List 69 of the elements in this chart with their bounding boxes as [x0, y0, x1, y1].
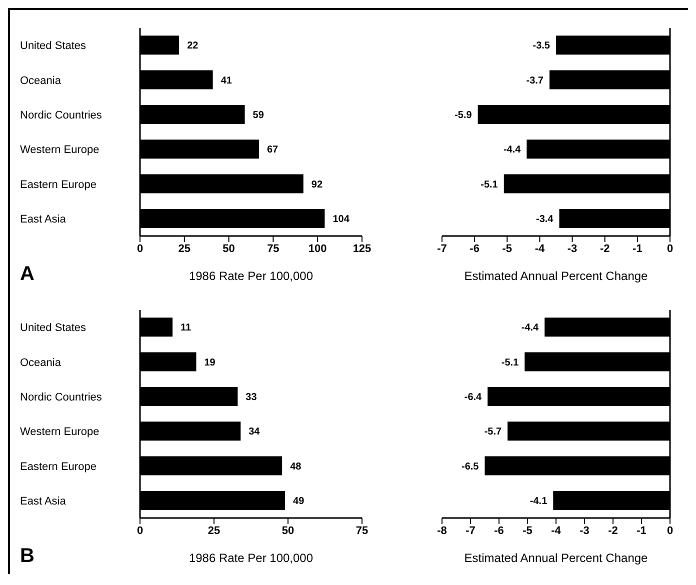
x-tick-label: -5	[522, 524, 532, 537]
y-tick-label: East Asia	[20, 214, 67, 226]
y-tick-label: Eastern Europe	[20, 460, 96, 473]
data-label: -6.4	[464, 392, 482, 403]
y-tick-label: United States	[20, 322, 87, 334]
x-tick-label: 75	[267, 242, 280, 255]
x-tick-label: 0	[136, 524, 144, 537]
x-tick-label: -2	[600, 242, 610, 255]
data-label: -4.1	[530, 496, 548, 507]
x-axis-title: Estimated Annual Percent Change	[464, 269, 648, 283]
y-tick-label: Oceania	[20, 356, 62, 369]
x-tick-label: -1	[632, 242, 642, 255]
x-axis-title: 1986 Rate Per 100,000	[188, 269, 314, 283]
y-tick-label: Oceania	[20, 74, 62, 87]
data-label: -4.4	[503, 144, 522, 156]
x-axis-title: 1986 Rate Per 100,000	[188, 551, 314, 565]
data-label: 19	[204, 357, 216, 368]
x-tick-label: -4	[534, 242, 546, 255]
panel-letter: A	[20, 263, 34, 286]
data-label: 59	[252, 110, 264, 121]
data-label: -3.7	[526, 75, 544, 86]
y-tick-label: Western Europe	[20, 426, 100, 438]
data-label: 22	[187, 40, 199, 52]
x-tick-label: 100	[308, 242, 327, 255]
data-label: 92	[311, 179, 323, 190]
x-tick-label: -7	[466, 524, 476, 537]
x-axis-title: Estimated Annual Percent Change	[464, 551, 648, 565]
x-tick-label: -3	[567, 242, 578, 255]
x-tick-label: 25	[208, 524, 220, 537]
x-tick-label: 0	[136, 242, 144, 255]
data-label: 41	[220, 75, 232, 86]
data-label: 67	[266, 144, 279, 156]
data-label: -5.7	[484, 426, 502, 438]
x-tick-label: -5	[502, 242, 512, 255]
y-tick-label: Eastern Europe	[20, 178, 96, 191]
data-label: -6.5	[462, 461, 480, 472]
data-label: 11	[180, 322, 192, 334]
y-tick-label: Nordic Countries	[20, 110, 102, 122]
x-tick-label: 50	[222, 242, 235, 255]
x-tick-label: -8	[437, 524, 447, 537]
x-tick-label: 0	[666, 524, 674, 537]
data-label: -4.4	[521, 322, 540, 334]
x-tick-label: -4	[551, 524, 562, 537]
data-label: 34	[248, 426, 260, 438]
data-label: -5.1	[501, 357, 520, 368]
data-label: 104	[332, 214, 350, 225]
x-tick-label: 50	[282, 524, 294, 537]
data-label: 49	[293, 496, 305, 507]
x-tick-label: 25	[178, 242, 191, 255]
x-tick-label: -7	[437, 242, 447, 255]
x-tick-label: -3	[580, 524, 590, 537]
data-label: -3.4	[536, 214, 554, 225]
y-tick-label: United States	[20, 40, 87, 52]
data-label: 48	[290, 461, 302, 472]
data-label: -5.1	[480, 179, 498, 190]
data-label: -5.9	[454, 110, 472, 121]
x-tick-label: 0	[666, 242, 674, 255]
x-tick-label: 125	[352, 242, 372, 255]
data-label: -3.5	[532, 40, 550, 52]
y-tick-label: Nordic Countries	[20, 392, 102, 404]
x-tick-label: -6	[470, 242, 480, 255]
panel-letter: B	[20, 545, 34, 568]
y-tick-label: East Asia	[20, 496, 67, 508]
x-tick-label: -1	[636, 524, 646, 537]
x-tick-label: 75	[356, 524, 368, 537]
y-tick-label: Western Europe	[20, 144, 100, 156]
data-label: 33	[246, 392, 258, 403]
x-tick-label: -2	[608, 524, 618, 537]
x-tick-label: -6	[494, 524, 504, 537]
